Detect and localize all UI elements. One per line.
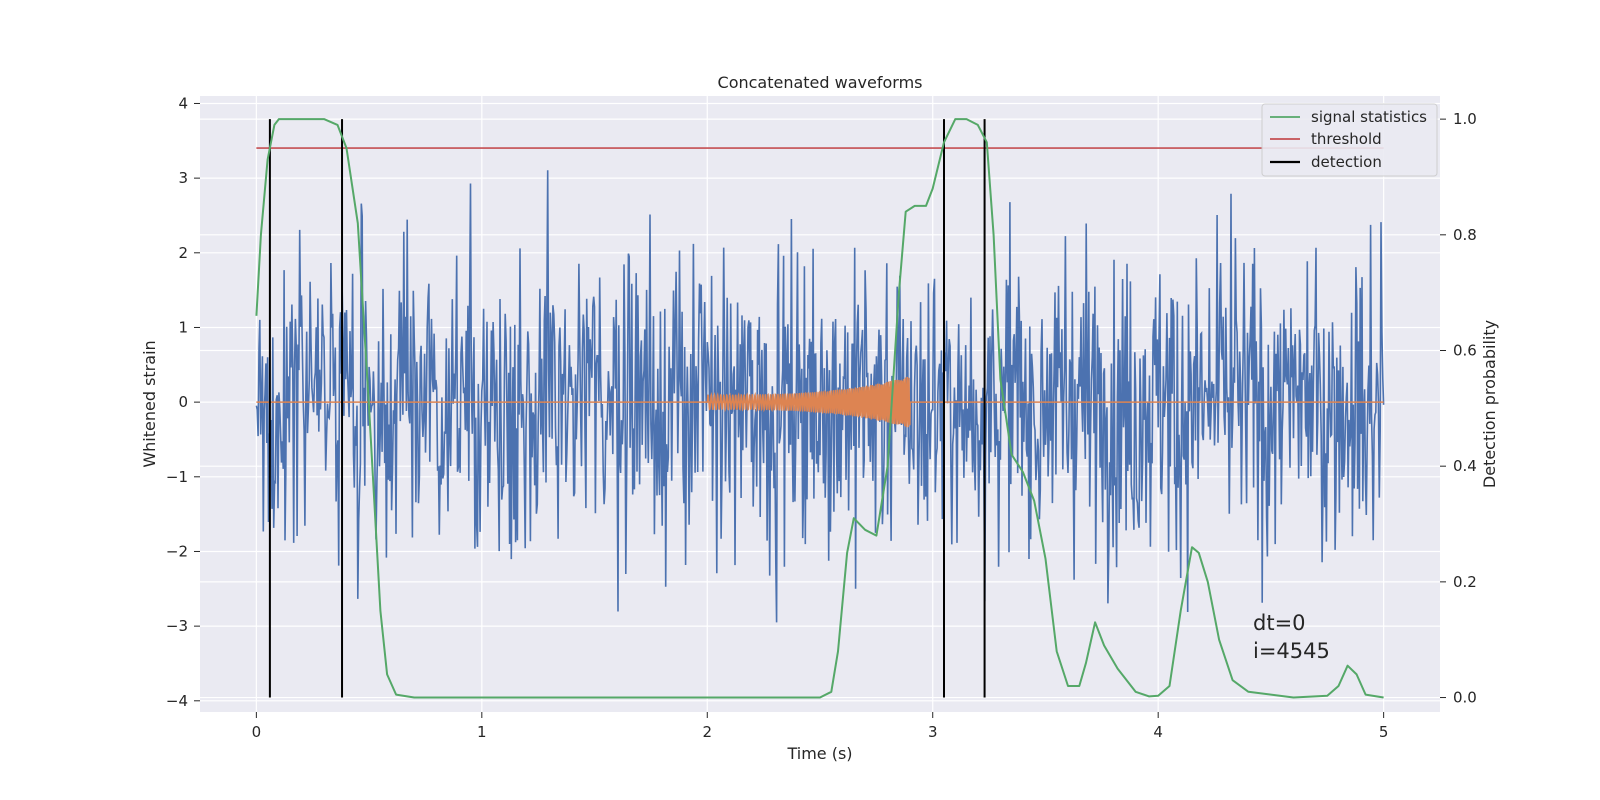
legend: signal statistics threshold detection (1261, 103, 1438, 177)
y2-tick-label: 0.6 (1453, 341, 1477, 359)
x-tick-label: 5 (1379, 723, 1389, 741)
x-tick-label: 3 (928, 723, 938, 741)
chart-title: Concatenated waveforms (718, 73, 923, 92)
x-tick-label: 2 (702, 723, 712, 741)
legend-label-threshold: threshold (1311, 130, 1382, 148)
y-tick-label: −1 (166, 468, 188, 486)
y-tick-label: 4 (178, 94, 188, 112)
x-tick-label: 0 (252, 723, 262, 741)
y-tick-label: 1 (178, 318, 188, 336)
signal-statistics-series (255, 118, 1384, 699)
legend-label-detection: detection (1311, 153, 1382, 171)
x-tick-label: 4 (1153, 723, 1163, 741)
y2-tick-label: 0.0 (1453, 689, 1477, 707)
y2-tick-label: 1.0 (1453, 110, 1477, 128)
y2-tick-label: 0.2 (1453, 573, 1477, 591)
signal-statistics-line (255, 118, 1384, 699)
injected-chirp-series (256, 376, 1384, 428)
x-tick-label: 1 (477, 723, 487, 741)
annotation-i: i=4545 (1253, 639, 1330, 663)
y-tick-label: −2 (166, 542, 188, 560)
y-axis-label: Whitened strain (140, 340, 159, 467)
y2-tick-label: 0.8 (1453, 226, 1477, 244)
y-tick-label: 0 (178, 393, 188, 411)
chirp-line (706, 376, 911, 428)
noise-series (255, 170, 1385, 623)
y-tick-label: −4 (166, 692, 188, 710)
detection-series (268, 119, 986, 698)
y-tick-label: 3 (178, 169, 188, 187)
noise-line (255, 170, 1385, 623)
x-axis-label: Time (s) (786, 744, 852, 763)
y-tick-label: 2 (178, 244, 188, 262)
annotation-dt: dt=0 (1253, 611, 1306, 635)
axis-ticks: 0 1 2 3 4 5 −4 −3 −2 −1 0 1 2 3 4 0.0 0.2 0.4 0.6 0.8 1.0 (166, 94, 1477, 741)
legend-label-signal-statistics: signal statistics (1311, 108, 1427, 126)
y-tick-label: −3 (166, 617, 188, 635)
y2-axis-label: Detection probability (1480, 320, 1499, 488)
y2-tick-label: 0.4 (1453, 457, 1477, 475)
legend-box (1261, 103, 1438, 177)
